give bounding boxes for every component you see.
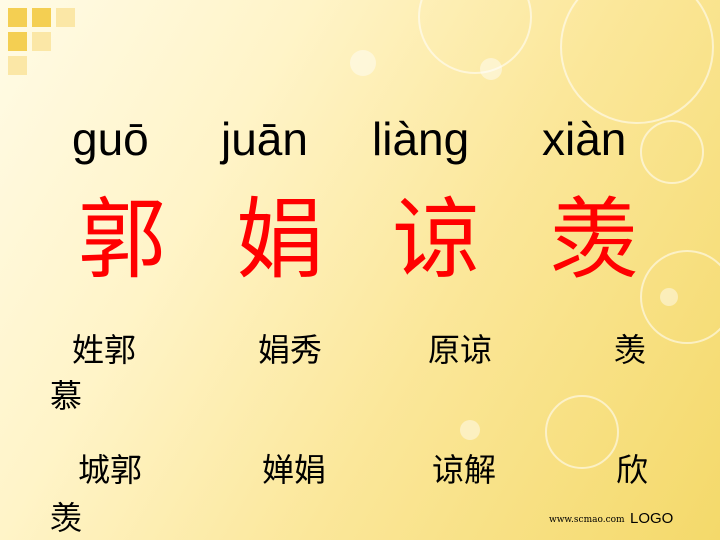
footer-logo: LOGO	[630, 510, 674, 527]
footer-url: www.scmao.com	[549, 515, 625, 525]
character-juan: 娟	[236, 188, 325, 291]
word-xianmu-wrap: 慕	[50, 377, 83, 415]
word-xingguo: 姓郭	[72, 331, 137, 369]
word-xian-start: 羡	[614, 331, 647, 369]
character-liang: 谅	[392, 188, 481, 291]
character-guo: 郭	[78, 188, 167, 291]
pinyin-juan: juān	[221, 113, 308, 165]
word-liangjie: 谅解	[432, 451, 497, 489]
word-xinxian-wrap: 羡	[50, 499, 83, 537]
pinyin-guo: guō	[72, 113, 149, 165]
word-juanxiu: 娟秀	[258, 331, 323, 369]
pinyin-liang: liàng	[372, 113, 470, 165]
character-xian: 羡	[550, 188, 639, 291]
word-chengguo: 城郭	[78, 451, 143, 489]
word-yuanliang: 原谅	[428, 331, 493, 369]
pinyin-xian: xiàn	[542, 113, 627, 165]
word-chanjuan: 婵娟	[262, 451, 327, 489]
word-xin-start: 欣	[616, 451, 649, 489]
